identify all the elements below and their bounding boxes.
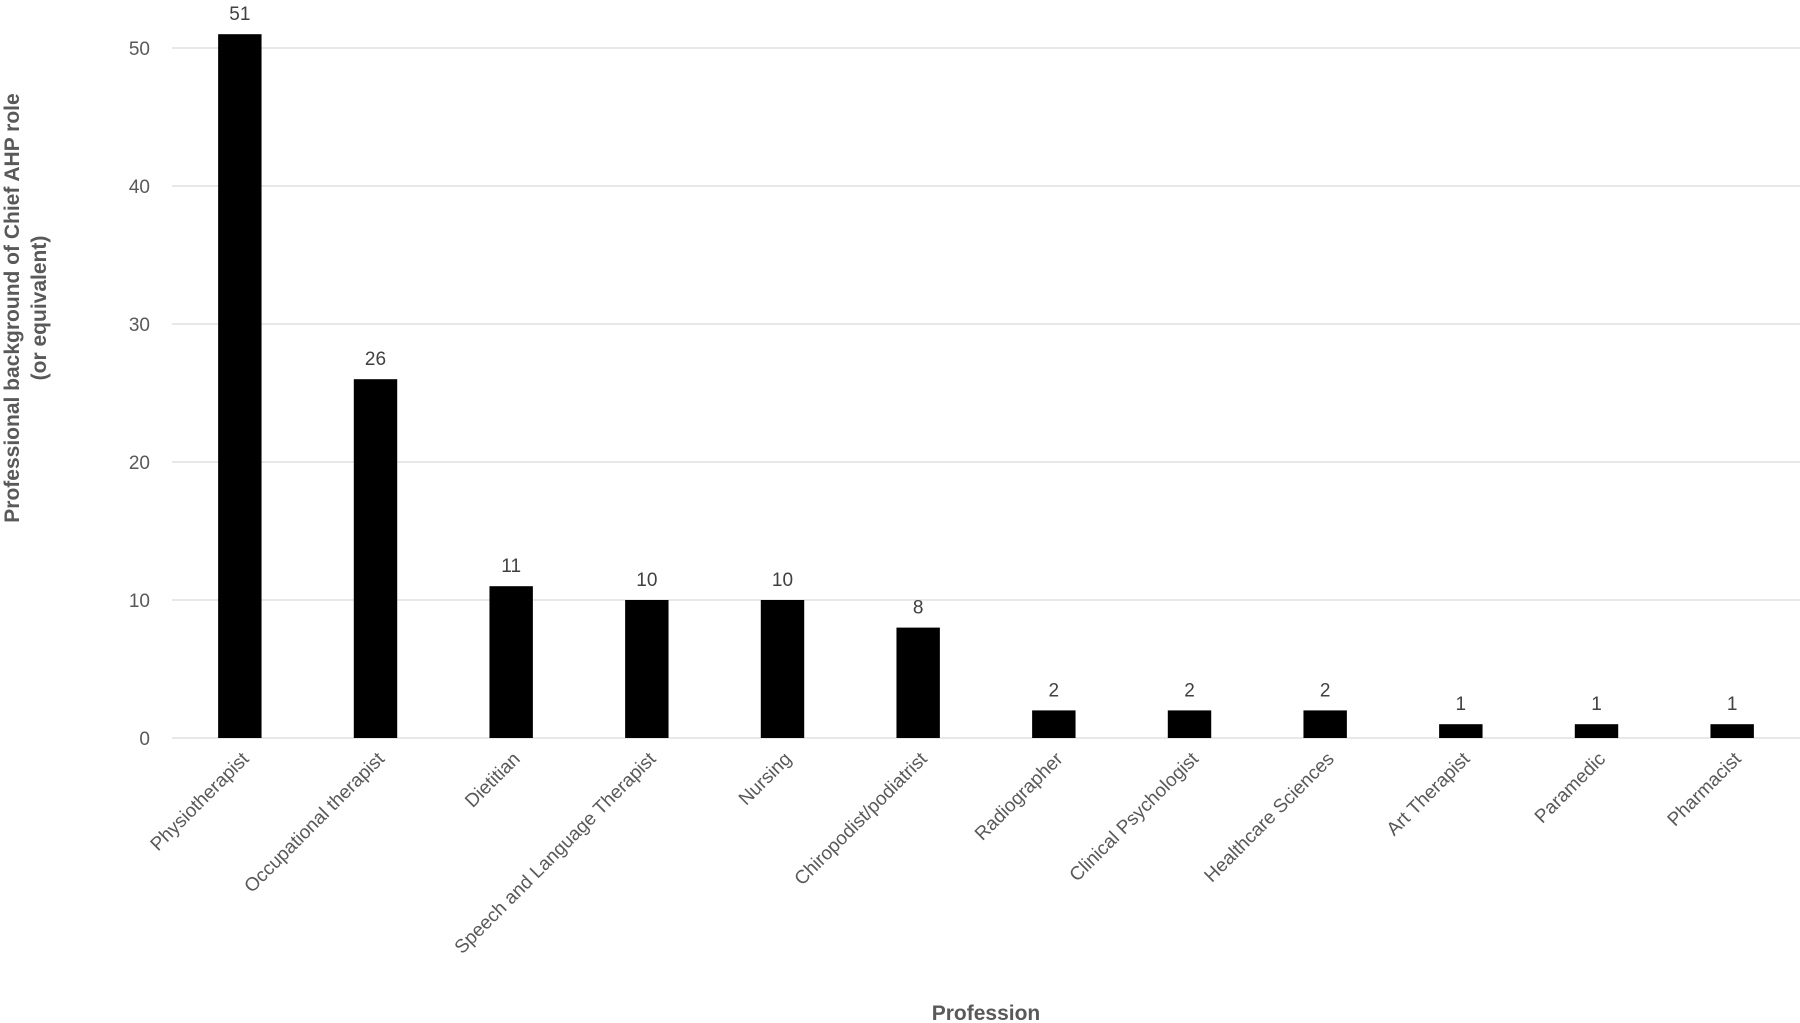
data-label: 1	[1591, 694, 1602, 715]
data-label: 11	[501, 556, 521, 577]
bar	[1032, 710, 1076, 738]
data-label: 2	[1184, 680, 1195, 701]
x-tick-label: Paramedic	[1531, 749, 1610, 828]
y-tick-label: 40	[129, 177, 150, 198]
y-axis-title-line-2: (or equivalent)	[28, 236, 51, 381]
data-label: 1	[1727, 694, 1738, 715]
y-axis-title-line-1: Professional background of Chief AHP rol…	[1, 93, 24, 522]
bar	[1167, 710, 1212, 738]
bar	[218, 34, 262, 738]
y-tick-label: 20	[129, 453, 150, 474]
data-label: 1	[1456, 694, 1467, 715]
x-axis-title: Profession	[932, 1002, 1041, 1023]
y-tick-label: 30	[129, 315, 150, 336]
y-tick-label: 0	[139, 729, 150, 750]
data-label: 2	[1320, 680, 1331, 701]
data-label: 2	[1049, 680, 1060, 701]
x-tick-label: Nursing	[735, 749, 796, 810]
x-tick-label: Clinical Psychologist	[1066, 748, 1204, 886]
x-tick-label: Chiropodist/podiatrist	[791, 748, 933, 890]
bar	[1439, 724, 1483, 738]
bar	[1574, 724, 1619, 738]
data-label: 51	[229, 4, 250, 25]
x-tick-label: Art Therapist	[1383, 748, 1475, 840]
x-tick-label: Physiotherapist	[147, 748, 254, 855]
bar	[353, 379, 398, 738]
bar	[760, 600, 805, 738]
data-label: 8	[913, 598, 924, 619]
bar	[625, 600, 669, 738]
gridlines	[172, 47, 1800, 739]
bar	[1710, 724, 1754, 738]
y-tick-label: 50	[129, 39, 150, 60]
x-tick-label: Healthcare Sciences	[1201, 749, 1339, 887]
x-tick-label: Dietitian	[461, 749, 524, 812]
bar	[489, 586, 533, 738]
x-tick-label: Occupational therapist	[240, 748, 389, 897]
y-tick-label: 10	[129, 591, 150, 612]
bars	[218, 34, 1754, 738]
data-label: 10	[636, 570, 657, 591]
x-tick-label: Pharmacist	[1664, 748, 1747, 831]
bar	[1303, 710, 1347, 738]
y-axis-ticks: 0 10 20 30 40 50	[129, 39, 150, 750]
data-label: 10	[772, 570, 793, 591]
bar	[896, 627, 940, 738]
x-tick-label: Radiographer	[971, 748, 1068, 845]
data-label: 26	[365, 349, 386, 370]
